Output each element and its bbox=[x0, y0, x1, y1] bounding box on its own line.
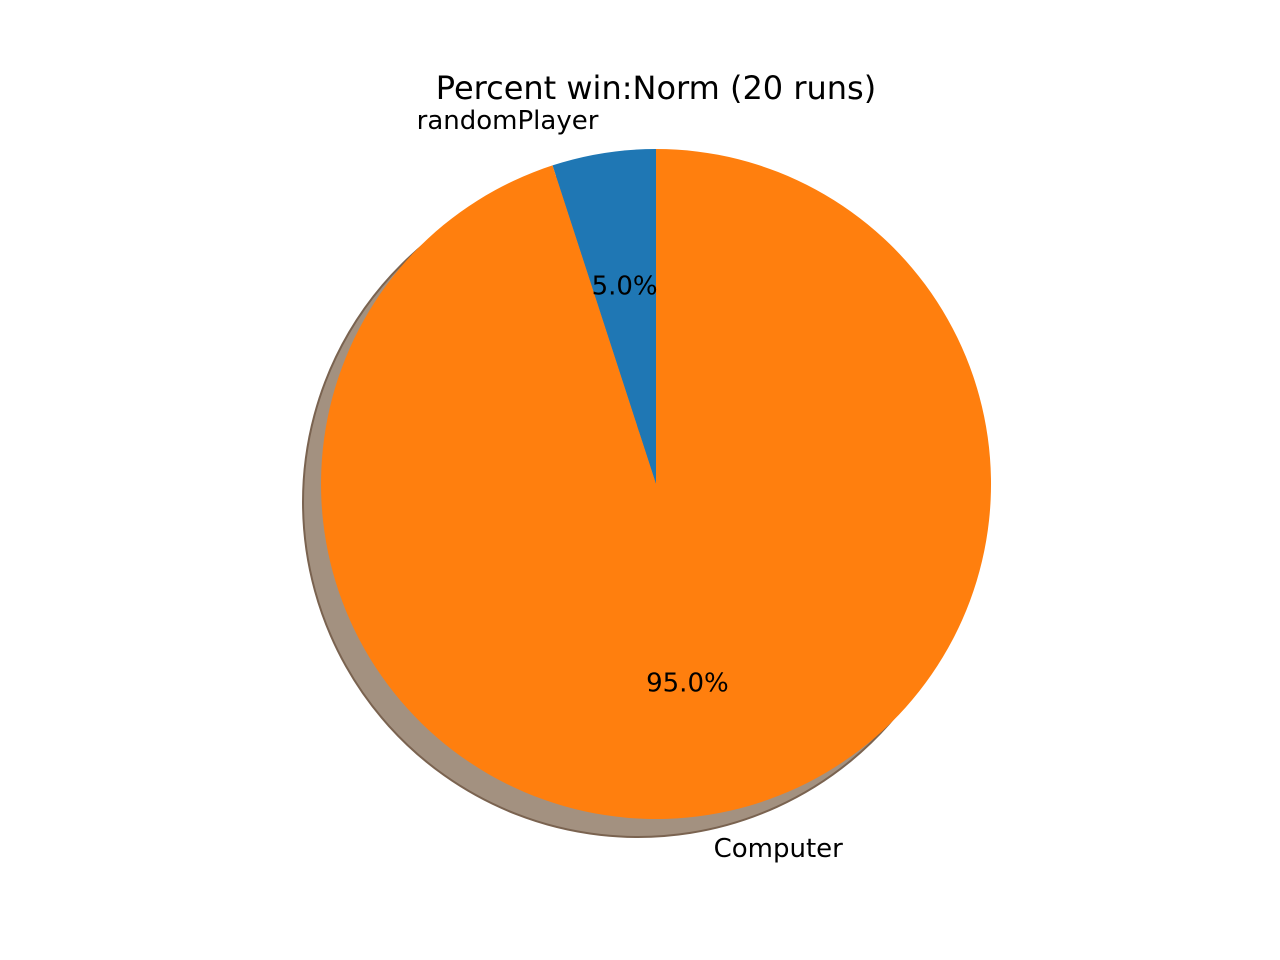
pie-slice-computer bbox=[321, 149, 992, 819]
pct-label-computer: 95.0% bbox=[646, 669, 729, 699]
slice-label-computer: Computer bbox=[714, 834, 844, 864]
pie-slice-randomplayer bbox=[552, 149, 656, 484]
pie-labels-layer: randomPlayer 5.0% Computer 95.0% bbox=[417, 106, 844, 864]
chart-title: Percent win:Norm (20 runs) bbox=[436, 69, 876, 107]
slice-label-randomplayer: randomPlayer bbox=[417, 106, 599, 136]
pie-slices-layer bbox=[321, 149, 992, 819]
pct-label-randomplayer: 5.0% bbox=[592, 272, 658, 302]
